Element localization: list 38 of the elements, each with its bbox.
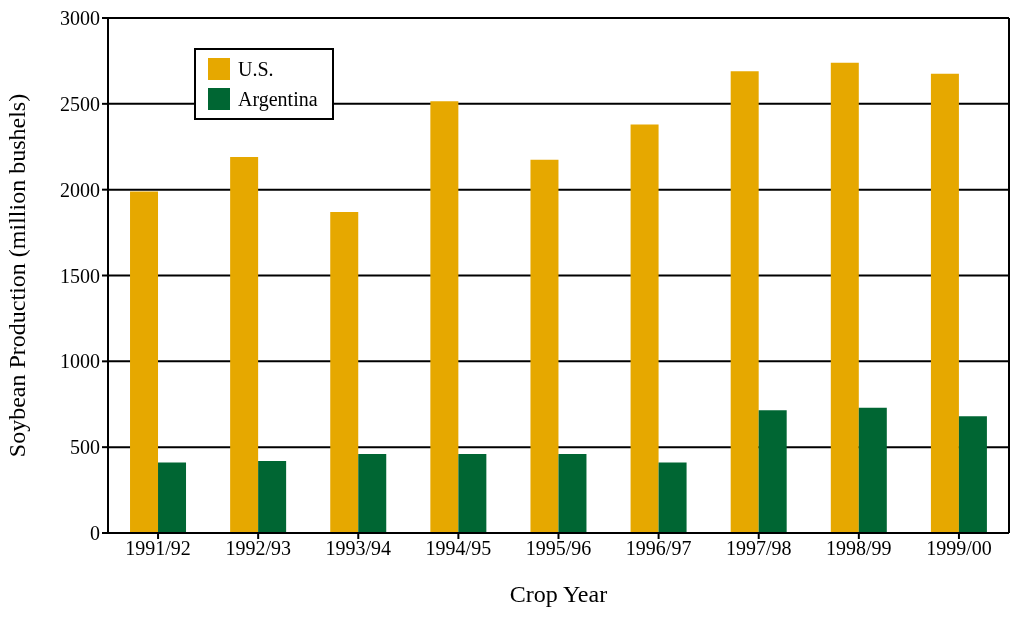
bar xyxy=(758,410,787,533)
y-tick-label: 500 xyxy=(70,436,100,459)
legend-label: U.S. xyxy=(238,57,274,81)
y-tick-label: 1500 xyxy=(60,264,100,287)
bar xyxy=(358,454,387,533)
x-tick-label: 1999/00 xyxy=(926,537,992,560)
bar xyxy=(730,71,759,533)
x-tick-label: 1995/96 xyxy=(525,537,592,560)
bar xyxy=(530,159,559,533)
bar xyxy=(858,407,887,533)
x-tick-label: 1992/93 xyxy=(225,537,291,560)
bar xyxy=(430,101,459,533)
bar xyxy=(258,460,287,533)
bar xyxy=(458,454,487,533)
bar xyxy=(830,62,859,533)
x-tick-label: 1993/94 xyxy=(325,537,392,560)
bar xyxy=(958,416,987,533)
bar xyxy=(658,462,687,533)
y-tick-label: 1000 xyxy=(60,350,100,373)
x-tick-label: 1998/99 xyxy=(826,537,892,560)
x-tick-label: 1991/92 xyxy=(125,537,191,560)
bar xyxy=(230,157,259,533)
bar xyxy=(630,124,659,533)
y-tick-label: 0 xyxy=(90,522,100,545)
x-axis-title: Crop Year xyxy=(509,581,608,608)
x-tick-label: 1994/95 xyxy=(425,537,492,560)
bar xyxy=(130,191,159,533)
bar xyxy=(158,462,187,533)
y-tick-label: 3000 xyxy=(60,7,100,30)
y-tick-label: 2000 xyxy=(60,178,100,201)
x-tick-label: 1997/98 xyxy=(725,537,792,560)
y-axis-title: Soybean Production (million bushels) xyxy=(3,93,30,458)
bar xyxy=(330,211,359,533)
bar xyxy=(558,454,587,533)
legend-label: Argentina xyxy=(238,87,318,111)
y-tick-label: 2500 xyxy=(60,92,100,115)
x-tick-label: 1996/97 xyxy=(625,537,692,560)
bar xyxy=(930,73,959,533)
